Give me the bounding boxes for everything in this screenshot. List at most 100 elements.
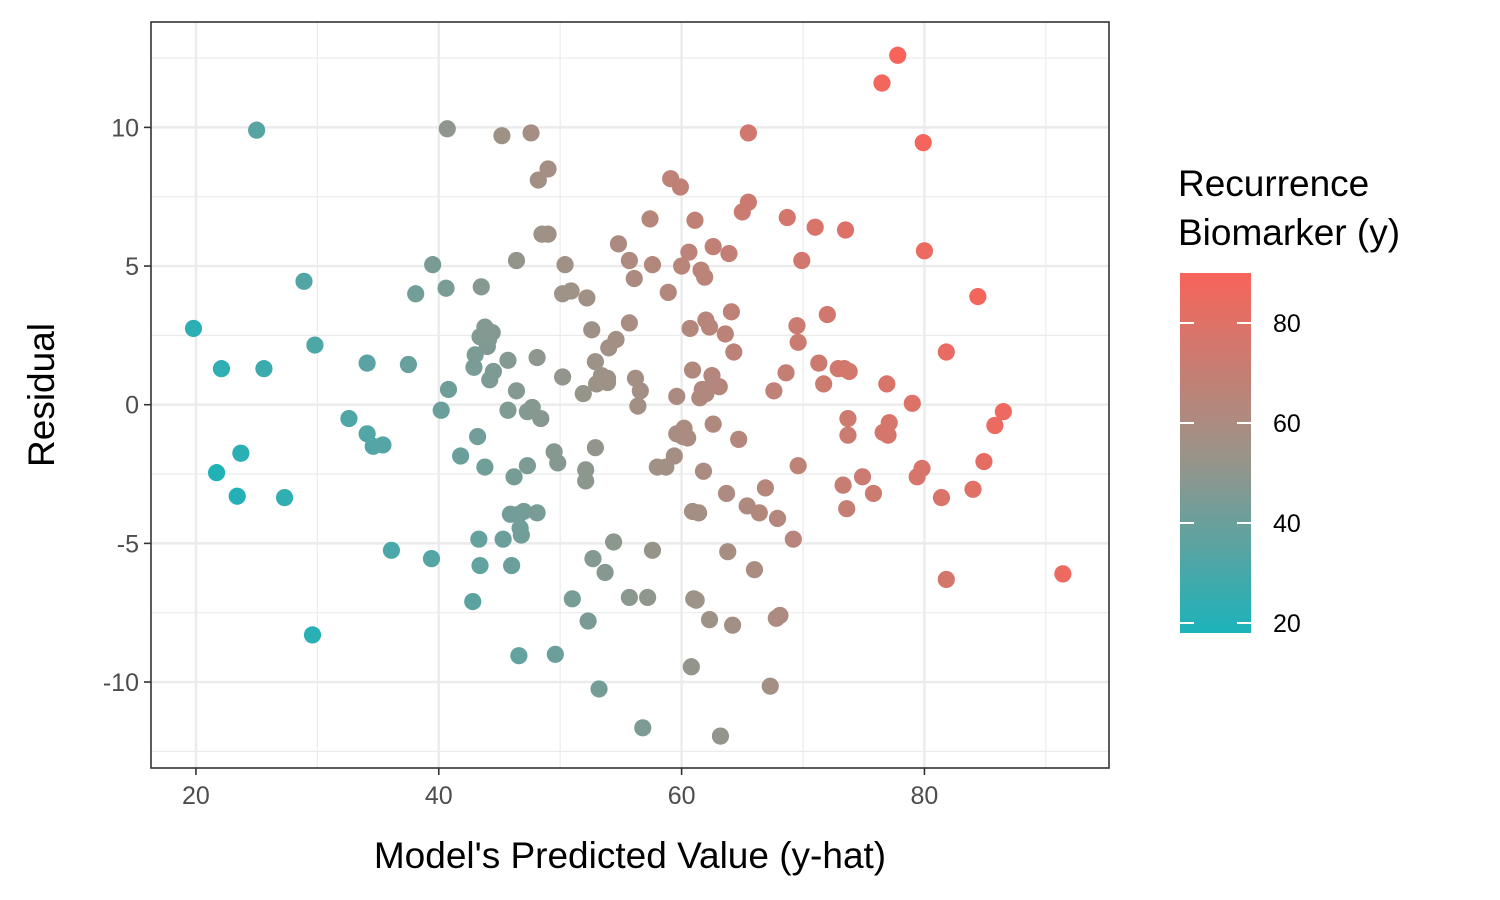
data-point <box>620 314 638 332</box>
data-point <box>212 360 231 378</box>
data-point <box>793 251 811 270</box>
data-point <box>407 285 425 303</box>
y-axis-title: Residual <box>21 323 62 467</box>
data-point <box>255 360 273 378</box>
data-point <box>437 279 455 297</box>
data-point <box>765 382 783 400</box>
data-point <box>532 409 550 428</box>
data-point <box>539 160 557 178</box>
data-point <box>577 472 595 490</box>
data-point <box>466 346 484 364</box>
data-point <box>788 317 806 335</box>
data-point <box>510 647 528 665</box>
legend-tick-label: 60 <box>1273 410 1301 438</box>
data-point <box>228 487 246 505</box>
x-tick-label: 80 <box>911 782 939 810</box>
data-point <box>838 500 856 518</box>
data-point <box>864 484 883 503</box>
data-point <box>358 354 376 372</box>
data-point <box>499 401 517 419</box>
data-point <box>512 526 530 544</box>
data-point <box>681 319 699 338</box>
data-point <box>483 324 501 342</box>
y-tick-label: 5 <box>125 253 139 281</box>
data-point <box>586 353 604 371</box>
x-axis: 20 40 60 80 <box>182 768 938 810</box>
data-point <box>583 321 601 339</box>
legend-tick-label: 80 <box>1273 310 1301 338</box>
data-point <box>1054 565 1072 583</box>
data-point <box>515 502 533 521</box>
data-point <box>625 269 643 288</box>
data-point <box>275 489 294 507</box>
data-point <box>915 242 934 260</box>
data-point <box>586 439 604 457</box>
data-point <box>716 325 734 343</box>
data-point <box>382 541 401 559</box>
data-point <box>739 193 757 211</box>
data-point <box>750 504 768 522</box>
data-point <box>889 46 907 64</box>
data-point <box>248 121 266 139</box>
legend-tick-label: 40 <box>1273 510 1301 538</box>
x-axis-title: Model's Predicted Value (y-hat) <box>374 835 886 876</box>
legend-title-line-2: Biomarker (y) <box>1178 212 1400 253</box>
data-point <box>784 530 802 548</box>
data-point <box>452 447 470 465</box>
data-point <box>836 221 855 239</box>
data-point <box>432 401 450 419</box>
data-point <box>634 719 652 737</box>
x-tick-label: 20 <box>182 782 210 810</box>
data-point <box>937 343 955 361</box>
minor-gridlines <box>151 22 1109 768</box>
data-point <box>484 362 503 381</box>
data-point <box>465 358 483 376</box>
data-point <box>739 124 757 142</box>
data-point <box>579 612 597 630</box>
data-point <box>778 208 796 227</box>
data-point <box>424 256 442 274</box>
legend-title-line-1: Recurrence <box>1178 163 1369 204</box>
data-point <box>711 727 730 745</box>
data-point <box>680 243 698 261</box>
data-point <box>399 355 418 374</box>
data-point <box>839 426 857 444</box>
data-point <box>690 504 708 522</box>
data-point <box>725 343 743 361</box>
data-point <box>815 375 833 393</box>
data-point <box>469 427 487 446</box>
data-point <box>665 447 683 465</box>
data-point <box>975 452 993 471</box>
data-point <box>549 454 567 472</box>
data-point <box>913 459 931 478</box>
data-point <box>499 351 517 369</box>
data-point <box>507 382 526 400</box>
x-tick-label: 60 <box>668 782 696 810</box>
data-point <box>818 305 836 324</box>
data-point <box>710 378 728 396</box>
legend: Recurrence Biomarker (y) 20 40 60 80 <box>1178 163 1400 638</box>
data-point <box>303 626 322 644</box>
data-point <box>723 616 742 634</box>
data-points <box>184 46 1072 745</box>
data-point <box>719 543 737 561</box>
data-point <box>422 550 441 568</box>
legend-colorbar <box>1180 273 1251 633</box>
data-point <box>673 257 691 275</box>
data-point <box>679 429 697 447</box>
data-point <box>806 218 824 236</box>
data-point <box>528 504 546 522</box>
data-point <box>562 282 580 300</box>
data-point <box>643 256 662 274</box>
plot-panel-background <box>151 22 1109 768</box>
data-point <box>518 457 537 475</box>
data-point <box>529 171 547 189</box>
data-point <box>777 364 795 382</box>
data-point <box>578 289 596 307</box>
data-point <box>493 127 511 145</box>
data-point <box>696 268 714 286</box>
data-point <box>986 416 1004 435</box>
data-point <box>704 238 722 256</box>
data-point <box>494 530 512 548</box>
data-point <box>880 414 898 432</box>
